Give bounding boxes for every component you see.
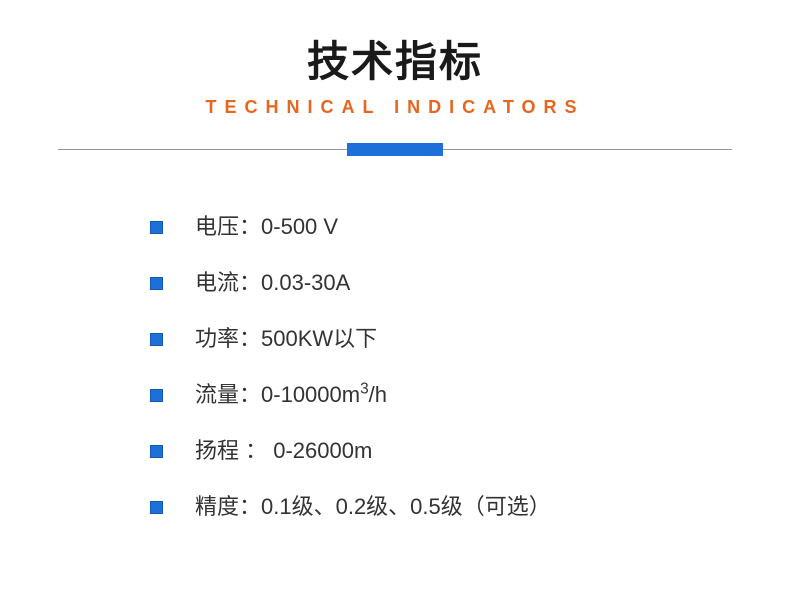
subtitle: TECHNICAL INDICATORS xyxy=(0,97,790,118)
header-section: 技术指标 TECHNICAL INDICATORS xyxy=(0,28,790,118)
divider xyxy=(58,142,732,156)
spec-value: 0.03-30A xyxy=(261,270,350,295)
spec-value: 0.1级、0.2级、0.5级（可选） xyxy=(261,494,551,519)
spec-text: 精度：0.1级、0.2级、0.5级（可选） xyxy=(195,496,551,518)
spec-item-flow: 流量：0-10000m3/h xyxy=(150,384,790,406)
spec-text: 电压：0-500 V xyxy=(195,216,338,238)
spec-label: 流量： xyxy=(195,382,261,407)
spec-value: 0-10000m3/h xyxy=(261,382,387,407)
spec-value: 0-26000m xyxy=(267,438,372,463)
spec-item-current: 电流：0.03-30A xyxy=(150,272,790,294)
main-title: 技术指标 xyxy=(0,28,790,89)
bullet-icon xyxy=(150,333,163,346)
bullet-icon xyxy=(150,221,163,234)
spec-item-power: 功率：500KW以下 xyxy=(150,328,790,350)
spec-item-accuracy: 精度：0.1级、0.2级、0.5级（可选） xyxy=(150,496,790,518)
spec-label: 扬程 ： xyxy=(195,438,267,463)
spec-label: 电流： xyxy=(195,270,261,295)
spec-text: 流量：0-10000m3/h xyxy=(195,384,387,406)
spec-item-voltage: 电压：0-500 V xyxy=(150,216,790,238)
spec-item-head: 扬程 ： 0-26000m xyxy=(150,440,790,462)
spec-value: 0-500 V xyxy=(261,214,338,239)
bullet-icon xyxy=(150,501,163,514)
spec-label: 电压： xyxy=(195,214,261,239)
bullet-icon xyxy=(150,389,163,402)
spec-value: 500KW以下 xyxy=(261,326,377,351)
spec-label: 精度： xyxy=(195,494,261,519)
spec-text: 扬程 ： 0-26000m xyxy=(195,440,372,462)
bullet-icon xyxy=(150,445,163,458)
spec-label: 功率： xyxy=(195,326,261,351)
spec-list: 电压：0-500 V 电流：0.03-30A 功率：500KW以下 流量：0-1… xyxy=(0,216,790,518)
bullet-icon xyxy=(150,277,163,290)
divider-accent xyxy=(347,143,443,156)
spec-text: 功率：500KW以下 xyxy=(195,328,377,350)
spec-text: 电流：0.03-30A xyxy=(195,272,350,294)
